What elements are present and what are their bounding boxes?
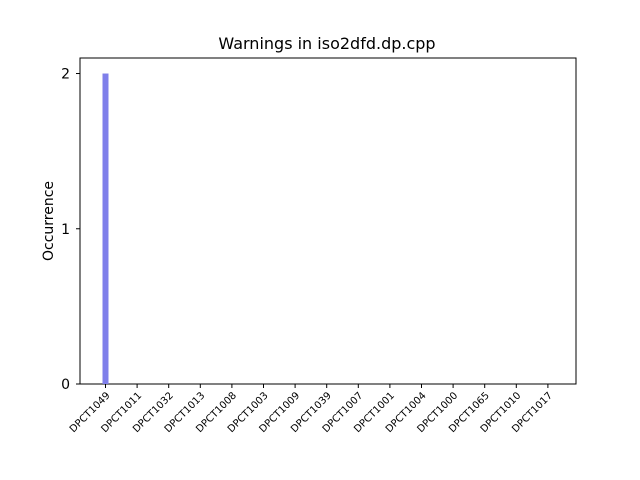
plot-frame [79,57,577,385]
y-tick-label: 2 [61,67,70,83]
y-tick-label: 0 [61,377,70,393]
bar-dpct1049 [102,73,109,385]
y-axis-label: Occurrence [41,181,57,261]
plot-area [79,57,577,385]
bars-group [102,73,109,385]
chart-title: Warnings in iso2dfd.dp.cpp [218,34,435,53]
y-tick-label: 1 [61,222,70,238]
x-axis: DPCT1049DPCT1011DPCT1032DPCT1013DPCT1008… [68,384,555,435]
y-axis: 0 1 2 [61,67,80,393]
